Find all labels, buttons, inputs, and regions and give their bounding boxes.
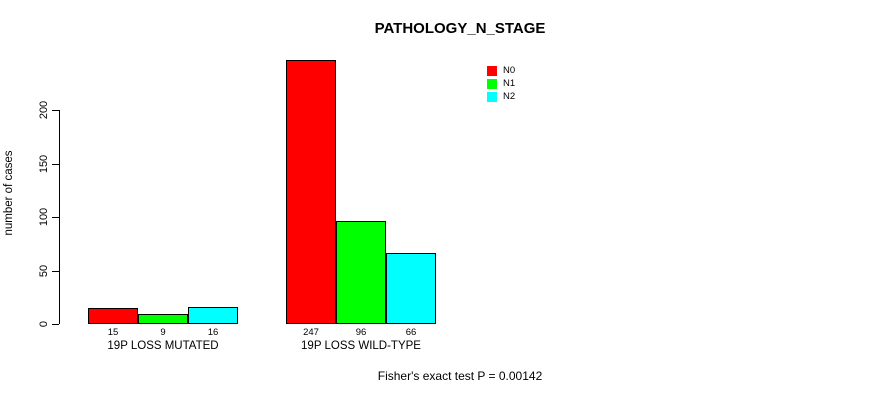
y-axis-tick-label: 0: [38, 320, 50, 328]
legend-entry-n0: N0: [487, 64, 515, 77]
y-axis-label: number of cases: [3, 150, 15, 236]
y-axis-tick-label: 50: [38, 264, 50, 277]
bar-n2-group1: [188, 307, 238, 324]
bar-n0-group2: [286, 60, 336, 324]
x-category-label: 19P LOSS MUTATED: [107, 340, 219, 352]
legend-swatch-n0: [487, 65, 497, 76]
legend-label: N0: [503, 65, 516, 76]
y-axis-tick: [52, 110, 59, 111]
bar-value-label: 16: [207, 327, 219, 338]
bar-n0-group1: [88, 308, 138, 324]
y-axis-tick: [52, 163, 59, 165]
legend-label: N1: [503, 78, 516, 89]
y-axis-tick: [52, 324, 59, 325]
bar-value-label: 9: [160, 327, 166, 338]
legend-swatch-n2: [487, 91, 497, 102]
y-axis-line: [59, 110, 60, 324]
y-axis-tick-label: 100: [38, 207, 50, 227]
bar-value-label: 15: [107, 327, 119, 338]
x-category-label: 19P LOSS WILD-TYPE: [301, 340, 421, 352]
legend-entry-n1: N1: [487, 77, 515, 90]
y-axis-tick: [52, 270, 59, 272]
bar-value-label: 247: [303, 327, 319, 338]
y-axis-tick-label: 150: [38, 154, 50, 173]
chart-title: PATHOLOGY_N_STAGE: [374, 20, 546, 37]
bar-value-label: 96: [355, 327, 367, 338]
bar-n1-group1: [138, 314, 188, 324]
bar-n1-group2: [336, 221, 386, 324]
legend-swatch-n1: [487, 78, 497, 89]
fisher-test-annotation: Fisher's exact test P = 0.00142: [377, 369, 543, 383]
legend: N0 N1 N2: [487, 64, 515, 103]
legend-label: N2: [503, 91, 516, 102]
y-axis-tick: [52, 217, 59, 218]
legend-entry-n2: N2: [487, 90, 515, 103]
bar-value-label: 66: [405, 327, 417, 338]
y-axis-tick-label: 200: [38, 100, 50, 120]
bar-n2-group2: [386, 253, 436, 324]
